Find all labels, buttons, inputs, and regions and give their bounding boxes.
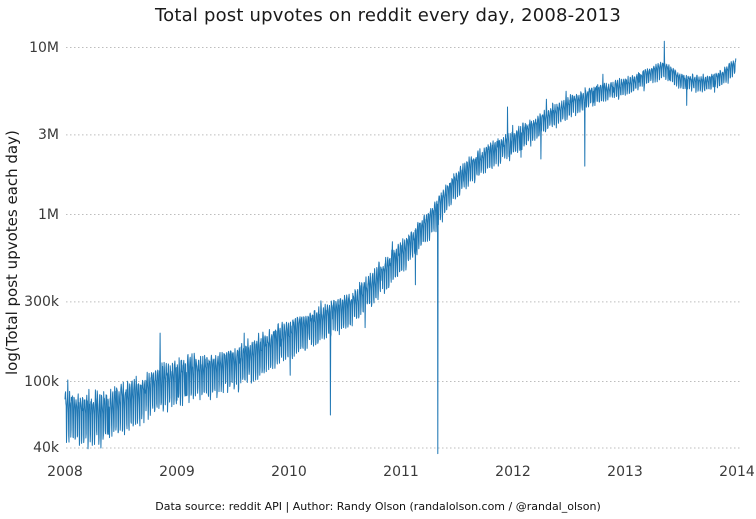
data-series-line <box>64 40 737 455</box>
data-series <box>64 40 737 455</box>
x-tick-label: 2013 <box>607 464 643 480</box>
chart-title: Total post upvotes on reddit every day, … <box>155 5 621 26</box>
y-tick-label: 3M <box>38 126 59 143</box>
x-tick-label: 2014 <box>719 464 755 480</box>
y-tick-label: 40k <box>33 439 59 456</box>
y-tick-label: 10M <box>29 39 59 56</box>
y-tick-label: 1M <box>38 206 59 223</box>
footer-credit: Data source: reddit API | Author: Randy … <box>155 500 601 513</box>
y-tick-label: 300k <box>24 293 59 310</box>
x-tick-label: 2008 <box>47 464 83 480</box>
x-tick-label: 2009 <box>159 464 195 480</box>
x-tick-label: 2011 <box>383 464 419 480</box>
x-tick-label: 2010 <box>271 464 307 480</box>
x-tick-label: 2012 <box>495 464 531 480</box>
y-tick-label: 100k <box>24 373 59 390</box>
